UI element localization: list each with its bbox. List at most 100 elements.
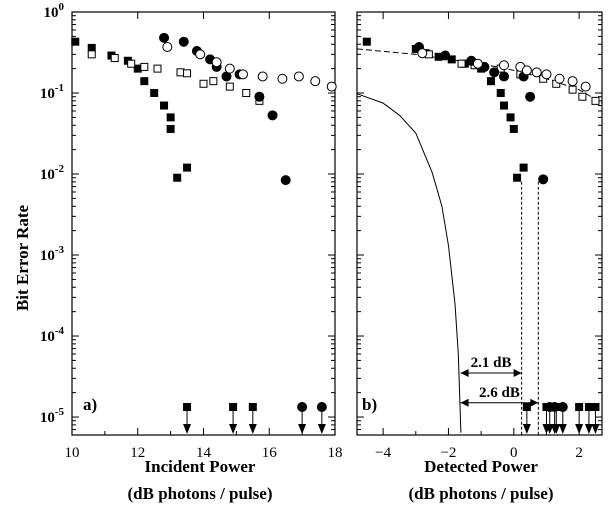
panel-a-data-point xyxy=(160,102,168,110)
panel-a-below-range-arrow-head xyxy=(249,424,257,434)
panel-a-label: a) xyxy=(83,395,97,414)
panel-a-data-point xyxy=(163,42,172,51)
panel-a-x-tick-label: 16 xyxy=(262,445,278,461)
panel-a-data-point xyxy=(281,175,291,185)
panel-b-data-point xyxy=(532,68,541,77)
panel-a-data-point xyxy=(179,37,189,47)
panel-a-below-range-point xyxy=(229,403,237,411)
panel-b-data-point xyxy=(497,89,505,97)
panel-a-data-point xyxy=(184,70,191,77)
panel-a-data-point xyxy=(226,83,233,90)
panel-b-dashed-fit-curve xyxy=(357,49,602,103)
panel-b-data-point xyxy=(555,74,564,83)
panel-b-data-point xyxy=(440,51,450,61)
panel-a-x-axis-unit: (dB photons / pulse) xyxy=(127,484,272,503)
panel-a-data-point xyxy=(88,51,95,58)
y-axis-label: Bit Error Rate xyxy=(13,205,32,312)
panel-b-data-point xyxy=(510,125,518,133)
panel-b-data-point xyxy=(520,164,528,172)
panel-a-data-point xyxy=(183,164,191,172)
panel-b-arrow-head xyxy=(461,369,469,377)
panel-b-data-point xyxy=(542,70,551,79)
panel-a-data-point xyxy=(254,92,264,102)
panel-a-x-tick-label: 12 xyxy=(130,445,145,461)
panel-a-data-point xyxy=(238,70,247,79)
panel-a-data-point xyxy=(210,78,217,85)
y-tick-label: 10-3 xyxy=(40,244,65,264)
panel-b-below-range-arrow-head xyxy=(523,424,531,434)
panel-b-data-point xyxy=(487,77,495,85)
panel-b-annotation-label: 2.6 dB xyxy=(479,385,520,401)
panel-b-data-point xyxy=(507,113,515,121)
panel-a-data-point xyxy=(278,74,287,83)
panel-b-data-point xyxy=(579,93,586,100)
panel-b-data-point xyxy=(568,77,577,86)
panel-a-data-point xyxy=(159,33,169,43)
panel-b-label: b) xyxy=(362,395,377,414)
panel-b-data-point xyxy=(363,38,371,46)
panel-a-data-point xyxy=(225,64,234,73)
panel-a-data-point xyxy=(150,89,158,97)
panel-a-data-point xyxy=(140,77,148,85)
panel-a-below-range-point xyxy=(317,402,327,412)
y-tick-label: 10-4 xyxy=(40,325,65,345)
panel-a-data-point xyxy=(196,50,205,59)
panel-a-data-point xyxy=(200,80,207,87)
panel-a-x-tick-label: 18 xyxy=(328,445,343,461)
panel-b-data-point xyxy=(525,92,535,102)
y-tick-label: 10-1 xyxy=(40,82,64,102)
panel-b-below-range-arrow-head xyxy=(585,424,593,434)
panel-a-x-axis-label: Incident Power xyxy=(145,457,256,476)
y-tick-label: 100 xyxy=(44,1,65,21)
panel-a-data-point xyxy=(167,125,175,133)
panel-a: 100 10-1 10-2 10-3 10-4 10-5 10 12 14 16 18 a) Inc… xyxy=(13,1,343,503)
y-tick-label: 10-5 xyxy=(40,406,65,426)
panel-b-data-point xyxy=(569,86,576,93)
panel-a-data-point xyxy=(294,72,303,81)
panel-a-data-point xyxy=(258,72,267,81)
panel-a-below-range-point xyxy=(183,403,191,411)
panel-a-data-point xyxy=(141,63,148,70)
panel-a-data-point xyxy=(173,174,181,182)
panel-a-data-point xyxy=(111,55,118,62)
panel-a-data-point xyxy=(212,58,221,67)
panel-a-data-point xyxy=(71,38,79,46)
panel-b-data-point xyxy=(581,82,590,91)
panel-b-x-axis-label: Detected Power xyxy=(424,457,538,476)
panel-a-x-tick-label: 10 xyxy=(65,445,80,461)
panel-a-data-point xyxy=(327,82,336,91)
panel-a-plot-area: 100 10-1 10-2 10-3 10-4 10-5 10 12 14 16 18 xyxy=(40,1,343,461)
panel-b-data-point xyxy=(538,174,548,184)
panel-b-below-range-point xyxy=(523,403,531,411)
panel-a-data-point xyxy=(268,110,278,120)
panel-a-below-range-point xyxy=(249,403,257,411)
panel-b: −4 −2 0 2 2.1 dB 2.6 dB b) Detected Power (dB… xyxy=(357,12,602,503)
panel-b-below-range-arrow-head xyxy=(559,424,567,434)
panel-a-data-point xyxy=(243,90,250,97)
panel-b-x-tick-label: −4 xyxy=(375,445,391,461)
panel-b-below-range-arrow-head xyxy=(575,424,583,434)
panel-b-data-point xyxy=(418,49,427,58)
panel-a-below-range-arrow-head xyxy=(298,424,306,434)
panel-b-plot-area: −4 −2 0 22.1 dB2.6 dB xyxy=(357,12,602,461)
panel-b-data-point xyxy=(500,102,508,110)
panel-b-data-point xyxy=(513,174,521,182)
panel-a-data-point xyxy=(311,77,320,86)
panel-a-data-point xyxy=(154,65,161,72)
panel-b-x-axis-unit: (dB photons / pulse) xyxy=(408,484,553,503)
panel-b-below-range-point xyxy=(558,402,568,412)
panel-a-below-range-point xyxy=(297,402,307,412)
panel-b-data-point xyxy=(592,97,599,104)
panel-a-data-point xyxy=(167,113,175,121)
panel-b-data-point xyxy=(499,71,509,81)
panel-a-data-point xyxy=(128,60,135,67)
panel-b-arrow-head xyxy=(461,399,469,407)
panel-b-data-point xyxy=(522,66,531,75)
panel-a-below-range-arrow-head xyxy=(183,424,191,434)
panel-b-frame xyxy=(357,12,602,435)
panel-b-arrow-head xyxy=(530,399,538,407)
panel-b-data-point xyxy=(458,60,465,67)
panel-b-data-point xyxy=(489,67,499,77)
panel-b-arrow-head xyxy=(514,369,522,377)
